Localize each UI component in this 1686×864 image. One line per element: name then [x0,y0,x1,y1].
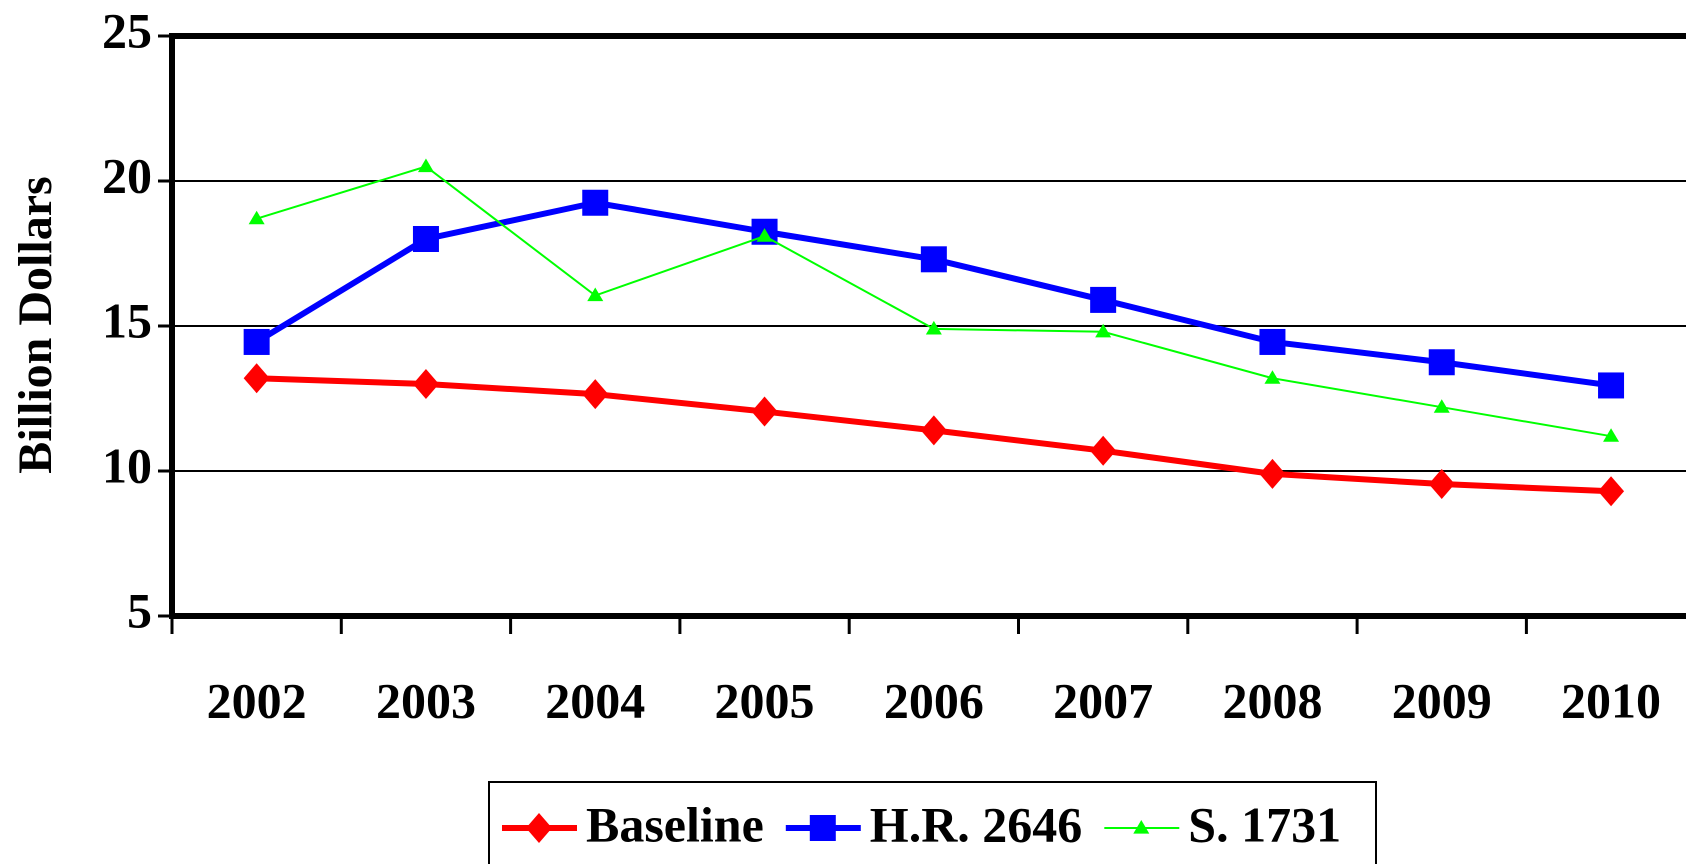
data-point [920,246,947,273]
x-tick-label: 2004 [545,672,645,728]
x-tick-label: 2010 [1561,672,1661,728]
data-point [920,415,947,446]
x-tick-label: 2006 [884,672,984,728]
data-point [1598,476,1625,507]
legend-label: S. 1731 [1188,796,1341,852]
x-tick-label: 2005 [715,672,815,728]
legend-label: Baseline [586,796,764,852]
data-point [1090,435,1117,466]
y-tick-label: 25 [102,2,152,58]
data-point [1433,399,1450,413]
legend-marker [526,813,552,843]
data-point [243,363,270,394]
data-point [412,226,439,252]
data-point [751,396,778,427]
legend: Baseline H.R. 2646 S. 1731 [488,781,1377,864]
y-axis-label: Billion Dollars [9,176,62,473]
data-point [1259,458,1286,489]
y-tick-label: 10 [102,437,152,493]
data-point [248,210,265,225]
data-point [1598,372,1625,399]
series-line [255,199,1612,389]
data-point [582,189,609,216]
legend-label: H.R. 2646 [870,796,1083,852]
data-point [582,379,609,410]
data-point [756,228,773,242]
data-point [1090,286,1117,313]
data-point [1259,328,1286,355]
x-tick-label: 2009 [1392,672,1492,728]
data-point [417,158,434,173]
data-point [1428,349,1455,376]
data-point [1264,370,1281,384]
data-point [587,287,604,302]
data-point [243,328,270,355]
x-tick-label: 2007 [1053,672,1153,728]
y-tick-label: 20 [102,147,152,203]
data-point [925,320,942,335]
y-tick-label: 5 [127,582,152,638]
data-point [1095,323,1112,338]
y-tick-label: 15 [102,292,152,348]
legend-box [488,781,1377,864]
legend-marker [1133,820,1150,834]
x-tick-label: 2003 [376,672,476,728]
x-tick-label: 2002 [207,672,307,728]
data-point [1428,469,1455,500]
legend-marker [809,815,836,841]
series-line [256,165,1612,438]
x-tick-label: 2008 [1222,672,1322,728]
data-point [1603,428,1620,442]
data-point [412,369,439,399]
